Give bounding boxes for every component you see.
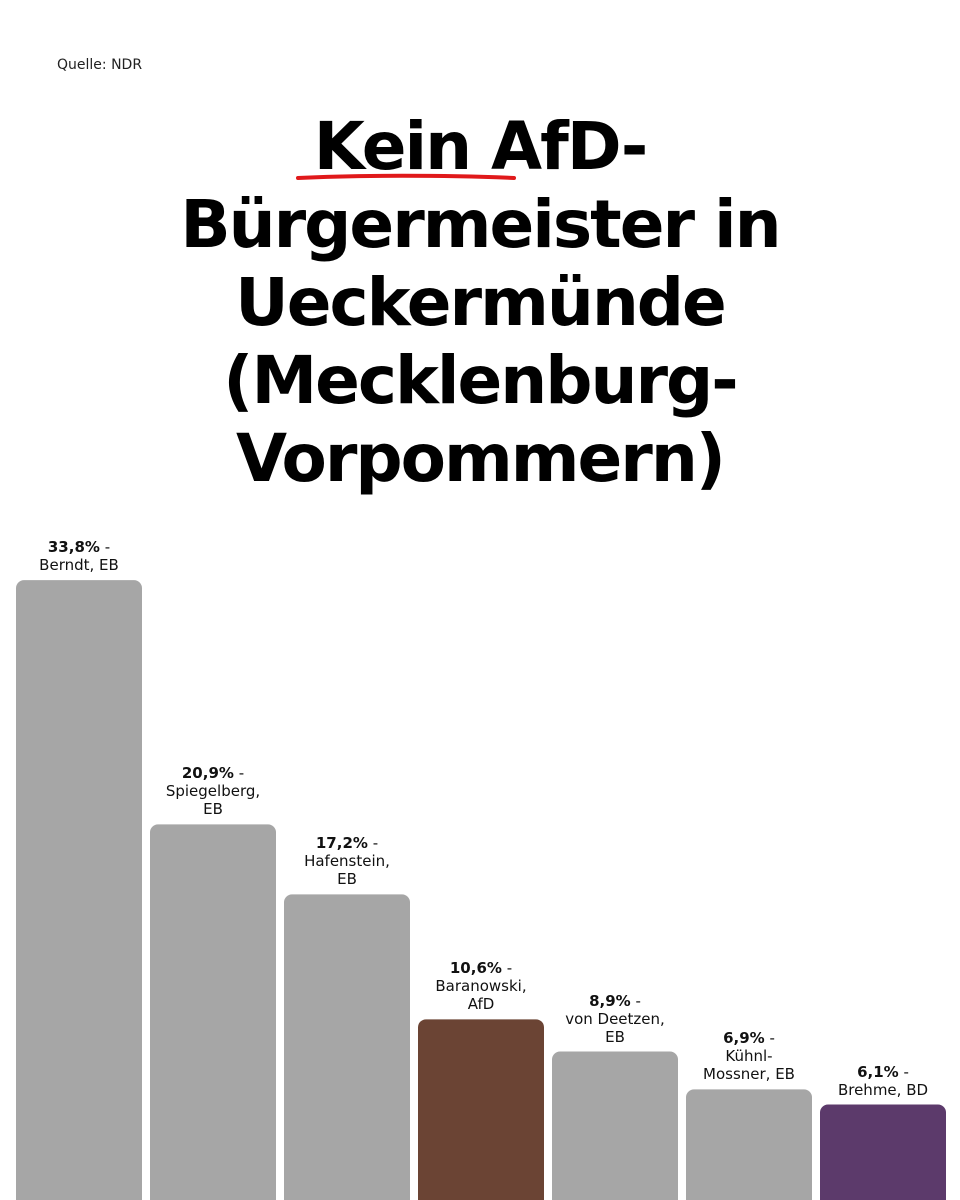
bar-value-line: 20,9% - — [140, 764, 286, 782]
bar-label-1: 33,8% - Berndt, EB — [6, 538, 152, 574]
headline-line-5: Vorpommern) — [236, 420, 726, 497]
bar-value-label: 20,9% — [181, 764, 234, 783]
bar-label-5: 8,9% - von Deetzen, EB — [542, 992, 688, 1046]
bar-value-dash: - — [99, 538, 111, 557]
bar-value-label: 6,1% — [857, 1062, 899, 1081]
bar-value-line: 6,9% - — [676, 1029, 822, 1047]
source-note: Quelle: NDR — [57, 57, 143, 73]
bar-candidate-label: Berndt, EB — [39, 556, 119, 575]
bar-candidate-label: AfD — [467, 995, 495, 1014]
bar-candidate-label: EB — [605, 1027, 625, 1046]
bar-value-label: 33,8% — [47, 538, 100, 557]
bar-value-line: 33,8% - — [6, 538, 152, 556]
headline-line-3: Ueckermünde — [235, 264, 727, 341]
bar-candidate-label: von Deetzen, — [565, 1009, 665, 1028]
bar-value-label: 8,9% — [589, 991, 631, 1010]
bar-value-dash: - — [367, 834, 379, 853]
bar-value-line: 8,9% - — [542, 992, 688, 1010]
bar-value-dash: - — [898, 1062, 909, 1081]
bar-5 — [552, 1051, 678, 1200]
bar-value-label: 10,6% — [449, 959, 502, 978]
bar-value-line: 10,6% - — [408, 959, 554, 977]
bar-2 — [150, 824, 276, 1200]
bar-value-dash: - — [501, 959, 513, 978]
bar-3 — [284, 894, 410, 1200]
bar-candidate-label: EB — [203, 800, 223, 819]
bar-candidate-label: Kühnl- — [725, 1047, 773, 1066]
bar-value-dash: - — [630, 991, 641, 1010]
headline-emphasis-text: Kein — [313, 108, 472, 185]
bar-value-label: 6,9% — [723, 1029, 765, 1048]
bar-candidate-label: EB — [337, 870, 357, 889]
bar-value-dash: - — [764, 1029, 775, 1048]
bar-label-7: 6,1% - Brehme, BD — [810, 1063, 956, 1099]
bar-value-dash: - — [233, 764, 245, 783]
bar-7 — [820, 1104, 946, 1200]
headline-line-1-rest: AfD- — [470, 108, 648, 185]
bar-candidate-label: Spiegelberg, — [165, 782, 261, 801]
bar-candidate-label: Baranowski, — [435, 977, 527, 996]
bar-1 — [16, 580, 142, 1200]
headline-line-4: (Mecklenburg- — [223, 342, 738, 419]
bar-value-line: 6,1% - — [810, 1063, 956, 1081]
bar-label-3: 17,2% - Hafenstein, EB — [274, 834, 420, 888]
bar-6 — [686, 1089, 812, 1200]
bar-candidate-label: Hafenstein, — [304, 852, 390, 871]
bar-label-2: 20,9% - Spiegelberg, EB — [140, 764, 286, 818]
headline-line-2: Bürgermeister in — [180, 186, 781, 263]
bar-candidate-label: Mossner, EB — [703, 1065, 795, 1084]
bar-label-6: 6,9% - Kühnl- Mossner, EB — [676, 1029, 822, 1083]
bar-4 — [418, 1019, 544, 1200]
bar-value-line: 17,2% - — [274, 834, 420, 852]
bar-value-label: 17,2% — [315, 834, 368, 853]
bar-label-4: 10,6% - Baranowski, AfD — [408, 959, 554, 1013]
headline: Kein AfD- Bürgermeister in Ueckermünde (… — [0, 108, 960, 498]
bar-candidate-label: Brehme, BD — [837, 1080, 929, 1099]
